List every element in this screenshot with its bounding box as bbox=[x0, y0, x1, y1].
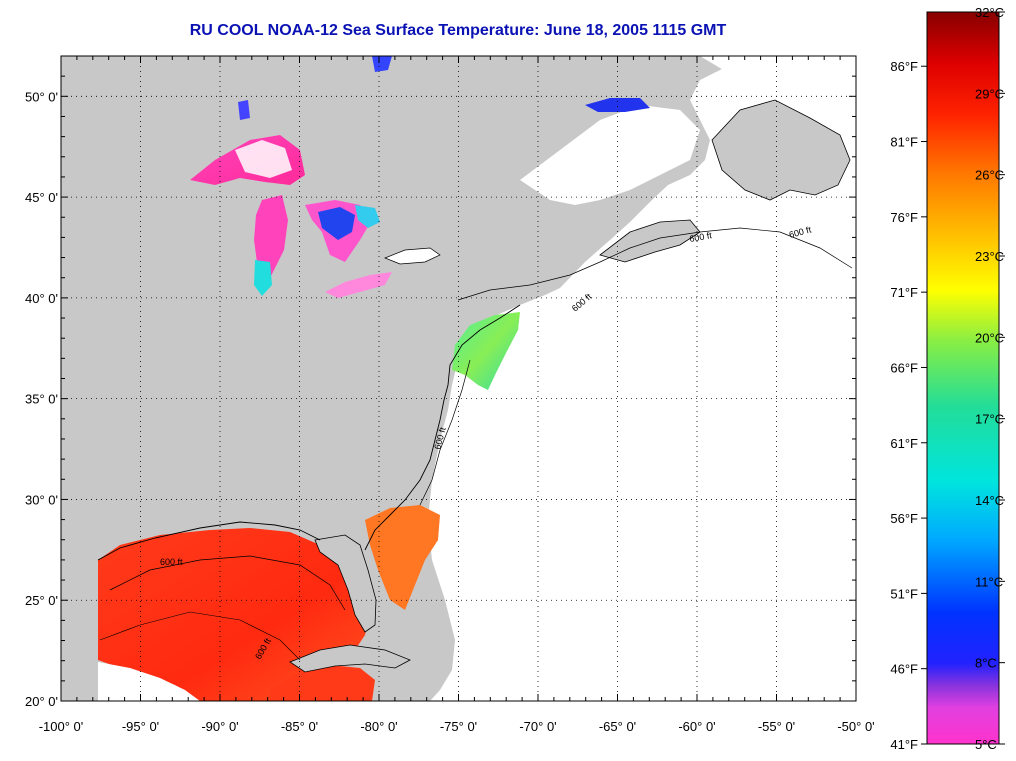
x-tick-label: -55° 0' bbox=[758, 719, 795, 734]
fahrenheit-label: 41°F bbox=[890, 737, 918, 752]
y-tick-label: 40° 0' bbox=[25, 291, 58, 306]
lake-michigan bbox=[254, 195, 288, 278]
x-tick-label: -50° 0' bbox=[837, 719, 874, 734]
celsius-label: 20°C bbox=[975, 330, 1004, 345]
x-tick-label: -90° 0' bbox=[201, 719, 238, 734]
x-tick-label: -85° 0' bbox=[281, 719, 318, 734]
lake-michigan-south bbox=[254, 260, 272, 296]
yucatan-nodata bbox=[98, 662, 200, 701]
celsius-label: 26°C bbox=[975, 168, 1004, 183]
fahrenheit-label: 66°F bbox=[890, 360, 918, 375]
lake-mistassini bbox=[372, 56, 392, 72]
x-tick-label: -100° 0' bbox=[39, 719, 84, 734]
fahrenheit-label: 76°F bbox=[890, 210, 918, 225]
gulf-coastline bbox=[97, 521, 321, 561]
fahrenheit-label: 56°F bbox=[890, 511, 918, 526]
gulf-deep-contour bbox=[99, 611, 301, 661]
axis-ticks bbox=[60, 55, 857, 702]
celsius-label: 23°C bbox=[975, 249, 1004, 264]
celsius-label: 17°C bbox=[975, 412, 1004, 427]
y-tick-label: 35° 0' bbox=[25, 392, 58, 407]
celsius-labels: 32°C 29°C 26°C 23°C 20°C 17°C 14°C 11°C 8°C 5°C bbox=[975, 5, 1005, 752]
fahrenheit-label: 46°F bbox=[890, 662, 918, 677]
shelf-contour-600ft bbox=[457, 227, 853, 301]
fahrenheit-label: 61°F bbox=[890, 436, 918, 451]
y-tick-label: 20° 0' bbox=[25, 694, 58, 709]
fahrenheit-label: 86°F bbox=[890, 59, 918, 74]
georgian-bay bbox=[355, 205, 380, 228]
plot-frame bbox=[60, 55, 857, 702]
map-title: RU COOL NOAA-12 Sea Surface Temperature:… bbox=[189, 22, 727, 39]
y-tick-label: 30° 0' bbox=[25, 492, 58, 507]
fahrenheit-label: 81°F bbox=[890, 135, 918, 150]
gulf-st-lawrence bbox=[520, 105, 700, 205]
contour-label-nova-scotia: 600 ft bbox=[689, 230, 713, 244]
x-tick-label: -95° 0' bbox=[122, 719, 159, 734]
color-scale: 32°C 29°C 26°C 23°C 20°C 17°C 14°C 11°C 8°C 5°C 8… bbox=[890, 5, 1005, 752]
fahrenheit-label: 51°F bbox=[890, 586, 918, 601]
color-scale-bar bbox=[926, 11, 1000, 745]
newfoundland bbox=[711, 99, 851, 201]
lake-superior-cloud bbox=[235, 140, 292, 178]
atlantic-ocean bbox=[428, 56, 856, 701]
labrador-area bbox=[700, 56, 856, 110]
x-tick-label: -65° 0' bbox=[599, 719, 636, 734]
lake-ontario bbox=[384, 247, 441, 265]
y-tick-label: 50° 0' bbox=[25, 89, 58, 104]
contour-label-gulf: 600 ft bbox=[160, 557, 183, 567]
celsius-label: 29°C bbox=[975, 86, 1004, 101]
x-tick-label: -60° 0' bbox=[678, 719, 715, 734]
mid-atlantic-sst bbox=[452, 312, 520, 390]
gulf-shelf-contour bbox=[109, 555, 346, 611]
lake-nipigon bbox=[238, 100, 250, 120]
celsius-label: 8°C bbox=[975, 656, 997, 671]
y-tick-label: 25° 0' bbox=[25, 593, 58, 608]
lake-erie bbox=[325, 272, 392, 298]
cuba bbox=[289, 644, 411, 673]
st-lawrence-cold bbox=[585, 98, 650, 112]
fahrenheit-label: 71°F bbox=[890, 285, 918, 300]
celsius-label: 32°C bbox=[975, 5, 1004, 20]
east-coastline bbox=[364, 304, 521, 551]
x-axis-labels: -100° 0' -95° 0' -90° 0' -85° 0' -80° 0' -75°… bbox=[39, 719, 875, 734]
x-tick-label: -70° 0' bbox=[519, 719, 556, 734]
shelf-contour-south bbox=[419, 359, 471, 506]
caribbean-sst bbox=[270, 665, 375, 701]
lake-huron-cold bbox=[318, 207, 355, 240]
y-axis-labels: 20° 0' 25° 0' 30° 0' 35° 0' 40° 0' 45° 0' 50° … bbox=[25, 89, 58, 709]
map-plot-area bbox=[61, 56, 856, 701]
x-tick-label: -80° 0' bbox=[360, 719, 397, 734]
x-tick-label: -75° 0' bbox=[440, 719, 477, 734]
y-tick-label: 45° 0' bbox=[25, 190, 58, 205]
celsius-label: 5°C bbox=[975, 737, 997, 752]
fahrenheit-labels: 86°F 81°F 76°F 71°F 66°F 61°F 56°F 51°F 46°F 41°F bbox=[890, 59, 927, 752]
florida-atlantic-sst bbox=[365, 505, 440, 610]
celsius-label: 14°C bbox=[975, 493, 1004, 508]
celsius-label: 11°C bbox=[975, 574, 1003, 589]
florida bbox=[314, 534, 377, 633]
